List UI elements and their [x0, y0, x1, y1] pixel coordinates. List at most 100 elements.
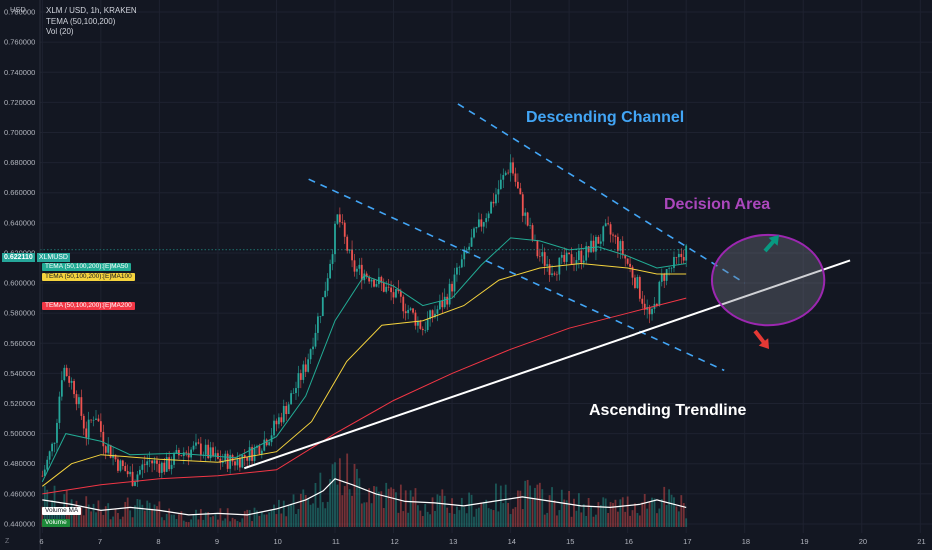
y-axis[interactable]: 0.440000 0.460000 0.480000 0.500000 0.520000… — [4, 0, 41, 550]
candle-body — [409, 308, 412, 310]
volume-bar — [53, 485, 56, 527]
volume-bar — [529, 485, 531, 527]
volume-bar — [265, 514, 268, 527]
volume-bar — [317, 507, 319, 527]
candle-body — [658, 281, 661, 306]
volume-bar — [236, 520, 239, 527]
candle-body — [404, 311, 407, 314]
y-tick-label: 0.780000 — [4, 8, 35, 17]
volume-bar — [534, 487, 536, 527]
candle-body — [248, 447, 251, 461]
y-tick-label: 0.720000 — [4, 98, 35, 107]
symbol-line[interactable]: XLM / USD, 1h, KRAKEN — [46, 6, 137, 15]
candle-body — [434, 313, 436, 318]
candle-body — [121, 460, 124, 467]
volume-bar — [221, 520, 224, 527]
volume-bar — [597, 502, 600, 527]
volume-bar — [304, 495, 307, 527]
candle-body — [107, 445, 110, 453]
volume-bar — [570, 516, 573, 527]
volume-bar — [329, 479, 332, 527]
candle-body — [221, 461, 224, 463]
candle-body — [229, 455, 232, 469]
candle-body — [238, 458, 241, 468]
volume-bar — [607, 512, 610, 527]
candle-body — [470, 237, 473, 247]
volume-bar — [363, 502, 366, 527]
volume-bar — [463, 507, 466, 527]
volume-bar — [612, 502, 614, 527]
volume-bar — [356, 468, 358, 527]
candle-body — [324, 290, 327, 298]
candle-body — [497, 189, 500, 195]
volume-bar — [343, 486, 346, 527]
volume-bar — [660, 499, 663, 527]
candle-body — [192, 445, 195, 450]
candle-body — [129, 471, 132, 475]
candle-body — [299, 373, 302, 380]
volume-bar — [380, 491, 383, 527]
candle-body — [417, 320, 419, 326]
timezone-icon[interactable]: Z — [5, 538, 10, 545]
volume-bar — [324, 508, 327, 527]
candle-body — [99, 421, 102, 432]
candle-body — [419, 320, 422, 329]
volume-bar — [495, 483, 497, 527]
volume-bar — [351, 495, 353, 527]
volume-bar — [178, 514, 180, 527]
volume-bar — [199, 509, 202, 527]
volume-bar — [129, 510, 132, 527]
candle-body — [631, 266, 634, 278]
volume-bar — [602, 497, 605, 527]
volume-bar — [112, 516, 114, 527]
volume-bar — [680, 495, 683, 527]
candle-body — [448, 283, 451, 305]
volume-bar — [636, 513, 639, 527]
candle-body — [529, 225, 531, 226]
y-tick-label: 0.680000 — [4, 158, 35, 167]
x-tick-label: 6 — [39, 537, 43, 546]
x-tick-label: 14 — [508, 537, 516, 546]
candle-body — [190, 449, 193, 458]
volume-bar — [60, 509, 63, 527]
candle-body — [575, 260, 578, 265]
candle-body — [590, 240, 592, 253]
x-axis[interactable]: 6 7 8 9 10 11 12 13 14 15 16 17 18 19 20 21 — [39, 537, 925, 546]
y-tick-label: 0.560000 — [4, 339, 35, 348]
channel-upper-line — [457, 103, 746, 284]
candle-body — [663, 274, 666, 281]
volume-bar — [382, 508, 385, 527]
candle-body — [314, 332, 317, 347]
volume-bar — [504, 484, 507, 527]
y-tick-label: 0.640000 — [4, 218, 35, 227]
volume-bar — [451, 498, 453, 527]
y-tick-label: 0.500000 — [4, 429, 35, 438]
candle-body — [365, 273, 368, 277]
volume-bar — [256, 510, 258, 527]
candle-body — [117, 459, 119, 471]
candle-body — [282, 405, 285, 423]
candle-body — [109, 445, 112, 458]
ema100-line — [41, 262, 687, 487]
candle-body — [397, 289, 400, 292]
volume-bar — [85, 496, 88, 527]
volume-bar — [104, 506, 107, 527]
volume-bar — [260, 511, 263, 527]
tema-indicator-label[interactable]: TEMA (50,100,200) — [46, 16, 116, 26]
candle-body — [407, 309, 410, 314]
volume-bar — [287, 505, 290, 527]
volume-bar — [658, 508, 661, 527]
channel-lower-line — [308, 178, 725, 372]
candle-body — [514, 173, 517, 182]
candle-body — [78, 397, 80, 405]
volume-bar — [482, 501, 485, 527]
volume-bar — [365, 502, 368, 527]
candle-body — [131, 471, 134, 486]
volume-indicator-label[interactable]: Vol (20) — [46, 27, 74, 36]
volume-bar — [185, 521, 188, 527]
volume-bar — [499, 485, 502, 527]
volume-bar — [338, 458, 341, 527]
candle-body — [348, 249, 351, 251]
volume-bar — [375, 486, 378, 527]
